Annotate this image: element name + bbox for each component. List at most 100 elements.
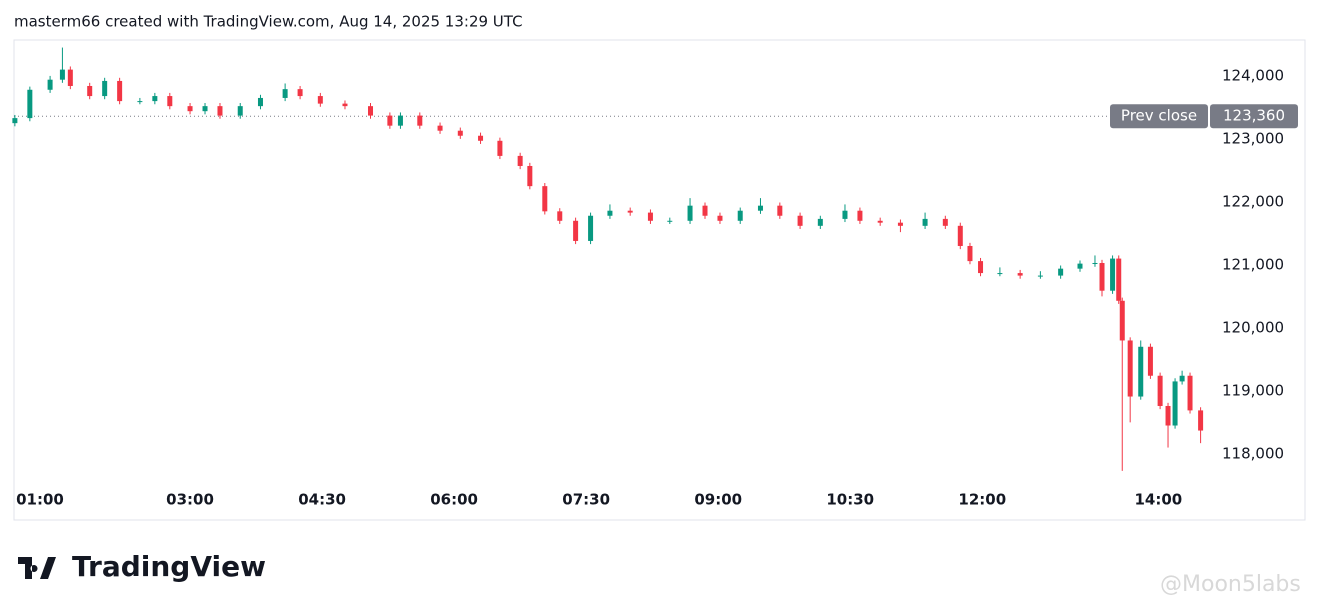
candle-body bbox=[702, 205, 708, 216]
x-tick-label: 12:00 bbox=[958, 491, 1006, 509]
x-tick-label: 09:00 bbox=[694, 491, 742, 509]
x-tick-label: 04:30 bbox=[298, 491, 346, 509]
candle-body bbox=[152, 96, 158, 102]
candle-body bbox=[27, 89, 33, 119]
candle-body bbox=[573, 220, 579, 241]
y-tick-label: 118,000 bbox=[1222, 444, 1284, 462]
candle-body bbox=[237, 106, 243, 116]
x-tick-label: 10:30 bbox=[826, 491, 874, 509]
candle-body bbox=[59, 69, 65, 80]
candle-body bbox=[842, 210, 848, 219]
candle-body bbox=[557, 211, 563, 221]
candle-body bbox=[797, 215, 803, 226]
candle-body bbox=[457, 130, 463, 136]
candle-body bbox=[647, 212, 653, 221]
candle-body bbox=[282, 89, 288, 98]
x-tick-label: 14:00 bbox=[1134, 491, 1182, 509]
y-tick-label: 123,000 bbox=[1222, 129, 1284, 147]
candle-body bbox=[1187, 375, 1193, 411]
candle-body bbox=[607, 210, 613, 216]
candle-body bbox=[967, 245, 973, 262]
candle-body bbox=[217, 106, 223, 116]
candle-body bbox=[1179, 375, 1185, 382]
chart-title: masterm66 created with TradingView.com, … bbox=[14, 13, 523, 31]
candle-body bbox=[757, 205, 763, 211]
watermark: @Moon5labs bbox=[1160, 572, 1301, 597]
candle-body bbox=[12, 118, 18, 124]
candle-body bbox=[117, 80, 123, 102]
candle-body bbox=[47, 79, 53, 90]
candle-body bbox=[517, 155, 523, 166]
candle-body bbox=[777, 205, 783, 216]
candle-body bbox=[1058, 268, 1064, 276]
candle-body bbox=[667, 220, 673, 222]
candle-body bbox=[187, 106, 193, 112]
candle-body bbox=[342, 103, 348, 107]
candle-body bbox=[1092, 262, 1098, 264]
candle-body bbox=[437, 125, 443, 131]
candle-body bbox=[417, 115, 423, 126]
candle-body bbox=[1157, 375, 1163, 406]
logo: TradingView bbox=[18, 550, 266, 583]
candle-body bbox=[817, 218, 823, 226]
y-tick-label: 121,000 bbox=[1222, 255, 1284, 273]
candle-body bbox=[627, 210, 633, 213]
prev-close-label: Prev close bbox=[1121, 107, 1197, 125]
prev-close-value: 123,360 bbox=[1223, 107, 1285, 125]
candle-body bbox=[717, 215, 723, 221]
candle-body bbox=[1138, 346, 1144, 397]
candle-body bbox=[1119, 300, 1125, 341]
candle-body bbox=[1172, 381, 1178, 426]
candle-body bbox=[737, 210, 743, 221]
candle-body bbox=[257, 97, 263, 107]
candle-body bbox=[397, 115, 403, 126]
candle-body bbox=[997, 273, 1003, 275]
y-tick-label: 119,000 bbox=[1222, 381, 1284, 399]
candle-body bbox=[317, 96, 323, 104]
x-tick-label: 06:00 bbox=[430, 491, 478, 509]
candle-body bbox=[978, 261, 984, 274]
x-tick-label: 03:00 bbox=[166, 491, 214, 509]
candle-body bbox=[527, 165, 533, 187]
y-tick-label: 122,000 bbox=[1222, 192, 1284, 210]
candle-body bbox=[202, 106, 208, 112]
candle-body bbox=[87, 85, 93, 97]
candle-body bbox=[1099, 262, 1105, 291]
candle-body bbox=[387, 115, 393, 126]
candle-body bbox=[922, 218, 928, 226]
x-tick-label: 01:00 bbox=[16, 491, 64, 509]
candle-body bbox=[857, 210, 863, 221]
y-tick-label: 124,000 bbox=[1222, 66, 1284, 84]
candle-body bbox=[497, 140, 503, 156]
candle-body bbox=[897, 222, 903, 226]
candle-body bbox=[1127, 340, 1133, 397]
candle-body bbox=[957, 225, 963, 246]
candle-body bbox=[942, 218, 948, 226]
candle-body bbox=[542, 186, 548, 212]
candle-body bbox=[1037, 275, 1043, 277]
candle-body bbox=[1110, 258, 1116, 291]
prev-close-value-box bbox=[1210, 104, 1298, 129]
candle-body bbox=[877, 220, 883, 223]
logo-icon bbox=[18, 557, 56, 579]
candle-body bbox=[67, 69, 73, 86]
candle-body bbox=[478, 135, 484, 141]
candle-body bbox=[1017, 273, 1023, 276]
chart-frame bbox=[13, 39, 1306, 521]
candle-body bbox=[368, 106, 374, 116]
candle-body bbox=[1077, 263, 1083, 269]
candle-body bbox=[687, 205, 693, 221]
candle-body bbox=[588, 215, 594, 241]
candle-body bbox=[1165, 405, 1171, 426]
candle-body bbox=[1147, 346, 1153, 376]
candle-body bbox=[102, 80, 108, 97]
candle-body bbox=[1116, 258, 1122, 301]
logo-text: TradingView bbox=[72, 550, 266, 583]
prev-close-box bbox=[1110, 104, 1208, 129]
y-tick-label: 120,000 bbox=[1222, 318, 1284, 336]
x-tick-label: 07:30 bbox=[562, 491, 610, 509]
candle-body bbox=[137, 101, 143, 103]
candle-body bbox=[1198, 410, 1204, 431]
